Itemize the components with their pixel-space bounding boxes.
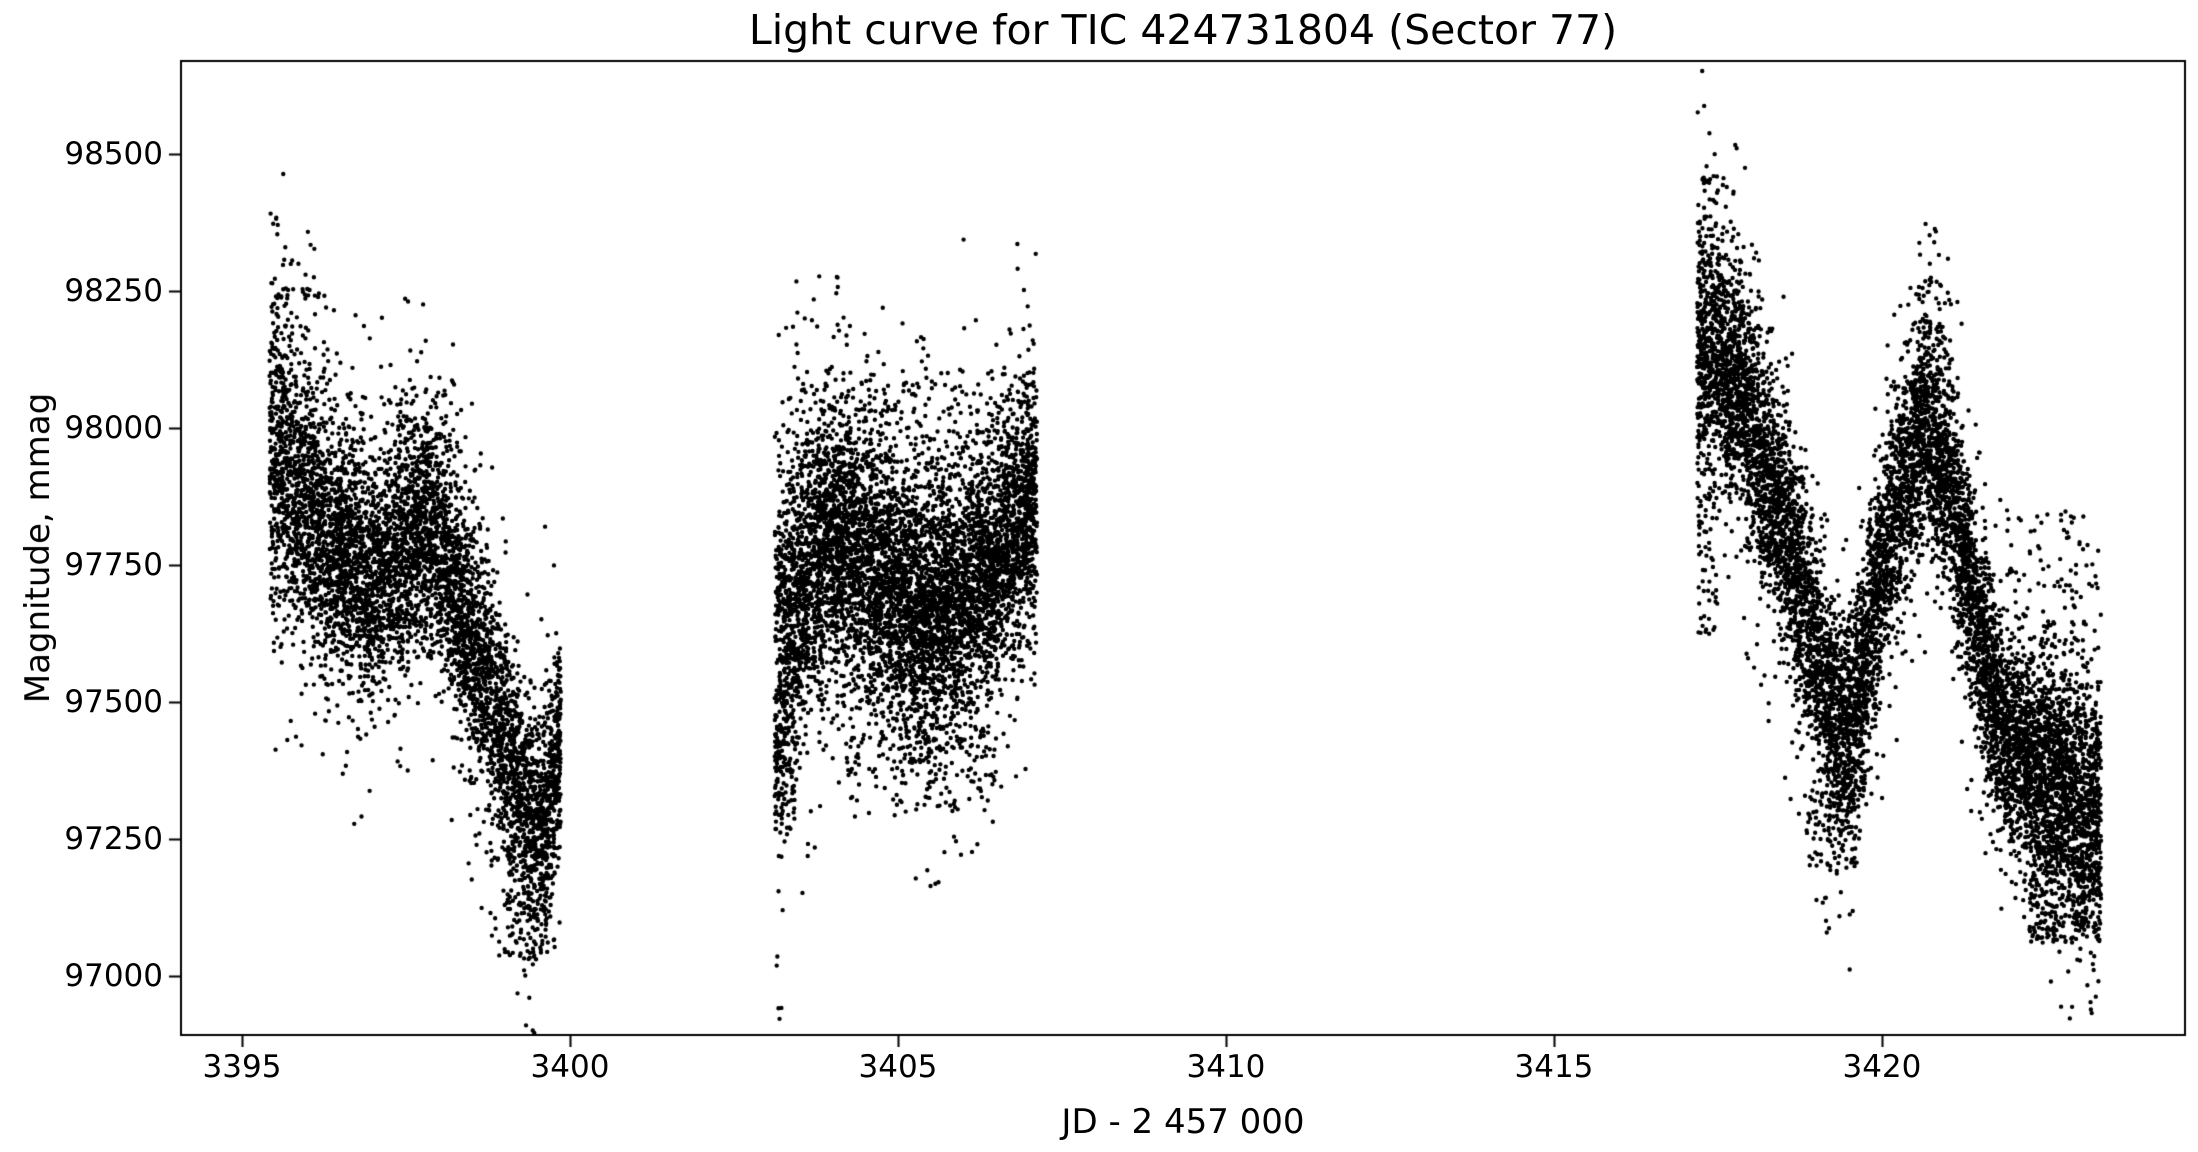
- y-tick-label: 98000: [64, 410, 163, 447]
- x-tick-label: 3400: [530, 1049, 610, 1085]
- x-tick-label: 3415: [1514, 1049, 1594, 1085]
- y-tick-label: 97750: [64, 546, 163, 583]
- y-tick-label: 97500: [64, 683, 163, 720]
- x-tick-label: 3420: [1842, 1049, 1922, 1085]
- x-tick-label: 3405: [858, 1049, 938, 1085]
- y-tick-label: 97250: [64, 820, 163, 857]
- x-tick-label: 3395: [202, 1049, 282, 1085]
- y-tick-label: 97000: [64, 957, 163, 994]
- chart-title: Light curve for TIC 424731804 (Sector 77…: [748, 6, 1618, 54]
- x-tick-label: 3410: [1186, 1049, 1266, 1085]
- x-axis-label: JD - 2 457 000: [1061, 1102, 1305, 1142]
- y-tick-label: 98250: [64, 273, 163, 310]
- y-tick-label: 98500: [64, 136, 163, 173]
